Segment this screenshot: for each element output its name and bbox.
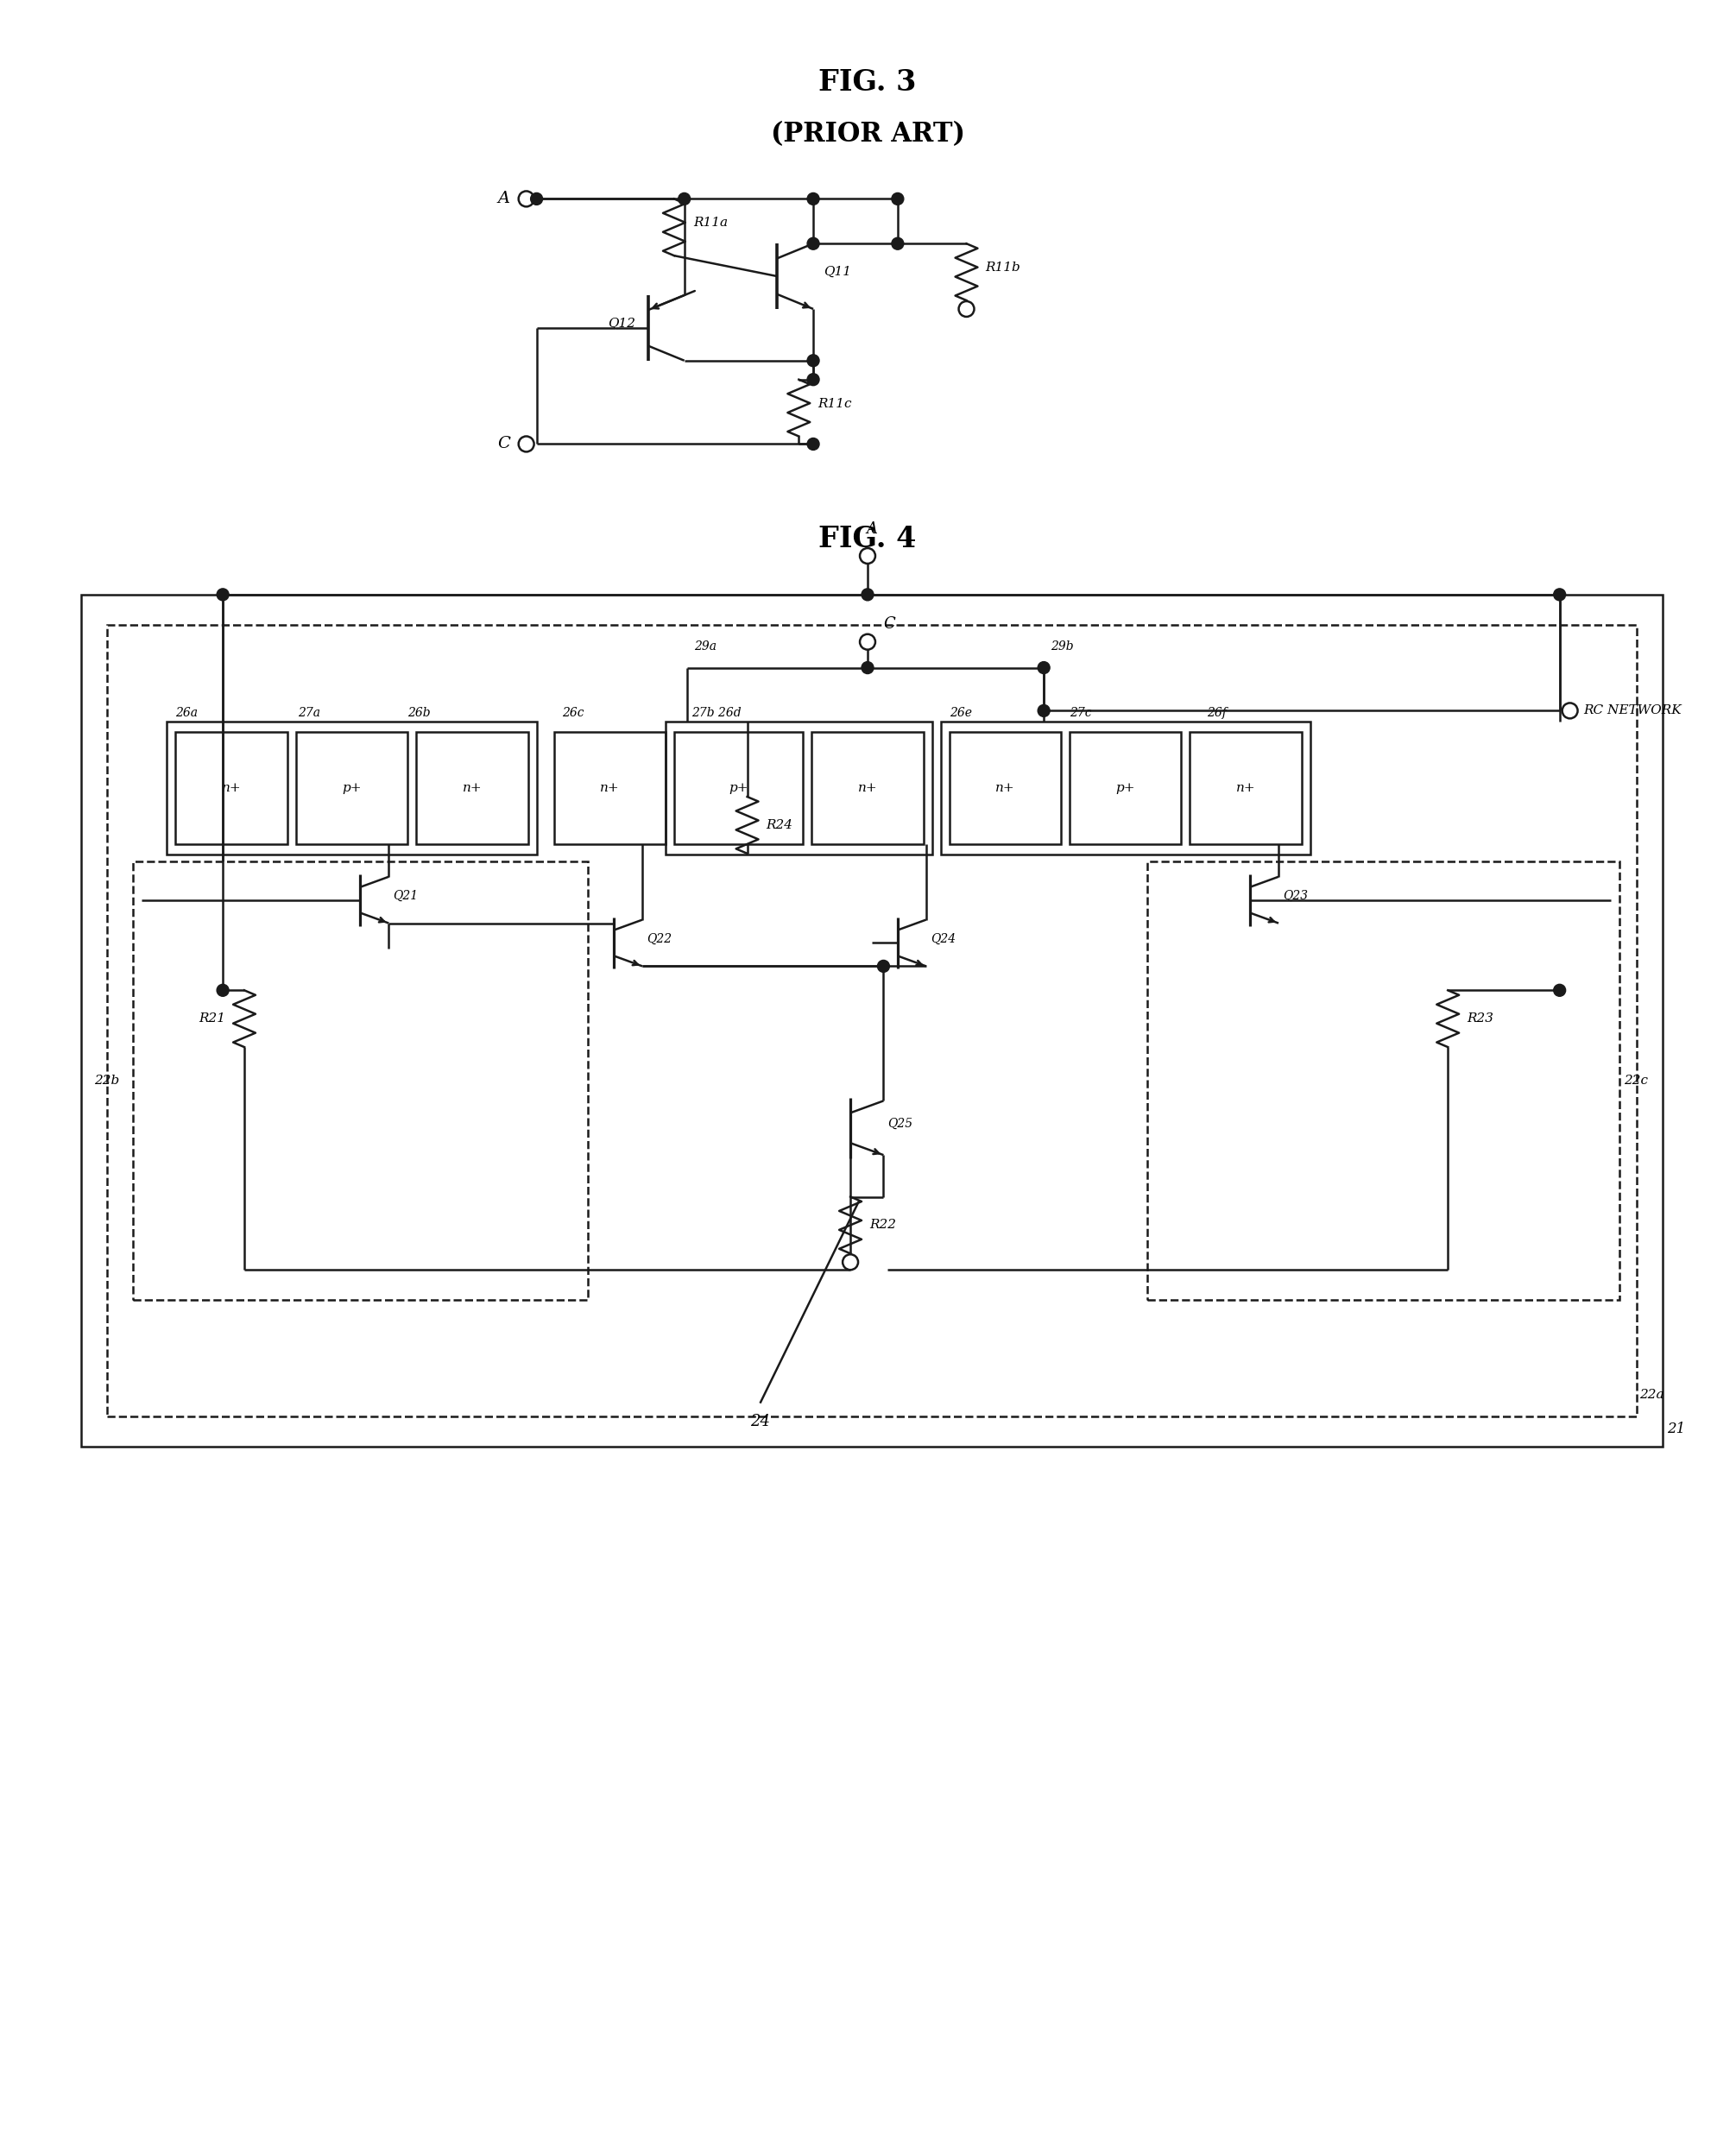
Text: Q22: Q22 <box>646 932 672 945</box>
Circle shape <box>1038 661 1050 673</box>
Text: (PRIOR ART): (PRIOR ART) <box>771 122 965 148</box>
Text: 26c: 26c <box>562 708 585 718</box>
Text: 22a: 22a <box>1639 1388 1665 1400</box>
Text: n+: n+ <box>462 783 483 793</box>
Circle shape <box>807 192 819 205</box>
Text: Q24: Q24 <box>930 932 955 945</box>
Text: R22: R22 <box>870 1219 896 1231</box>
Bar <box>1069 731 1182 845</box>
Circle shape <box>1554 983 1566 996</box>
Circle shape <box>217 983 229 996</box>
Circle shape <box>859 635 875 650</box>
Bar <box>665 723 932 855</box>
Text: 29a: 29a <box>694 639 717 652</box>
Text: 26a: 26a <box>175 708 198 718</box>
Text: A: A <box>866 522 877 537</box>
Text: p+: p+ <box>342 783 361 793</box>
Text: Q12: Q12 <box>608 319 635 329</box>
Bar <box>132 862 589 1300</box>
Bar <box>554 731 665 845</box>
Text: n+: n+ <box>858 783 877 793</box>
Bar <box>674 731 804 845</box>
Text: n+: n+ <box>222 783 241 793</box>
Text: p+: p+ <box>729 783 748 793</box>
Text: FIG. 3: FIG. 3 <box>819 68 917 96</box>
Circle shape <box>859 547 875 564</box>
Circle shape <box>1038 706 1050 716</box>
Circle shape <box>958 301 974 316</box>
Text: 26f: 26f <box>1207 708 1227 718</box>
Bar <box>812 731 924 845</box>
Text: n+: n+ <box>995 783 1016 793</box>
Circle shape <box>679 192 691 205</box>
Text: R21: R21 <box>198 1013 226 1024</box>
Text: A: A <box>498 190 510 207</box>
Circle shape <box>1562 703 1578 718</box>
Text: Q11: Q11 <box>823 265 851 278</box>
Text: 24: 24 <box>750 1413 771 1428</box>
Circle shape <box>892 192 904 205</box>
Text: Q25: Q25 <box>887 1118 913 1129</box>
Bar <box>167 723 536 855</box>
Text: R24: R24 <box>766 819 793 832</box>
Text: p+: p+ <box>1116 783 1135 793</box>
Text: R23: R23 <box>1467 1013 1493 1024</box>
Text: C: C <box>498 436 510 451</box>
Text: 27a: 27a <box>297 708 319 718</box>
Text: 26e: 26e <box>950 708 972 718</box>
Circle shape <box>217 588 229 601</box>
Bar <box>106 624 1637 1415</box>
Circle shape <box>807 237 819 250</box>
Bar <box>950 731 1061 845</box>
Text: C: C <box>884 616 896 631</box>
Circle shape <box>531 192 543 205</box>
Text: R11b: R11b <box>986 261 1021 274</box>
Text: 26b: 26b <box>408 708 431 718</box>
Bar <box>941 723 1311 855</box>
Circle shape <box>807 438 819 451</box>
Circle shape <box>877 960 889 973</box>
Circle shape <box>519 436 535 451</box>
Text: n+: n+ <box>1236 783 1255 793</box>
Circle shape <box>807 374 819 385</box>
Text: R11a: R11a <box>693 216 727 229</box>
Text: 21: 21 <box>1667 1422 1686 1437</box>
Text: Q23: Q23 <box>1283 889 1307 902</box>
Text: RC NETWORK: RC NETWORK <box>1583 706 1682 716</box>
Text: R11c: R11c <box>818 398 852 410</box>
Text: n+: n+ <box>601 783 620 793</box>
Bar <box>175 731 286 845</box>
Circle shape <box>807 355 819 366</box>
Bar <box>82 594 1663 1445</box>
Circle shape <box>892 237 904 250</box>
Bar <box>295 731 408 845</box>
Circle shape <box>1554 588 1566 601</box>
Circle shape <box>861 588 873 601</box>
Bar <box>1147 862 1620 1300</box>
Text: 22c: 22c <box>1625 1075 1647 1086</box>
Circle shape <box>861 661 873 673</box>
Text: 22b: 22b <box>94 1075 120 1086</box>
Text: Q21: Q21 <box>392 889 418 902</box>
Text: FIG. 4: FIG. 4 <box>819 524 917 554</box>
Bar <box>1189 731 1302 845</box>
Text: 29b: 29b <box>1050 639 1073 652</box>
Circle shape <box>519 190 535 207</box>
Text: 27c: 27c <box>1069 708 1092 718</box>
Circle shape <box>842 1255 858 1270</box>
Bar <box>417 731 528 845</box>
Text: 27b 26d: 27b 26d <box>691 708 741 718</box>
